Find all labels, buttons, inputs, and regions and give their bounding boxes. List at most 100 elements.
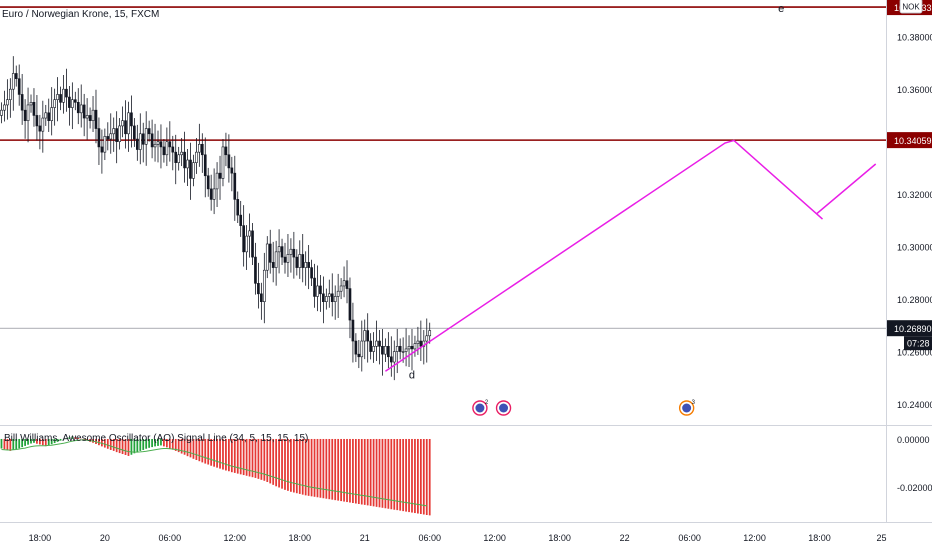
candle-body: [416, 340, 420, 344]
candle-body: [295, 256, 299, 268]
symbol-title: Euro / Norwegian Krone, 15, FXCM: [2, 9, 160, 20]
candle-body: [218, 172, 222, 179]
candle-body: [333, 296, 337, 302]
candle-body: [198, 143, 201, 153]
candle-body: [395, 345, 399, 352]
candle-body: [319, 285, 322, 295]
overlay: d e 2 3: [409, 3, 784, 416]
candle-body: [310, 267, 313, 279]
price-axis-panel[interactable]: [886, 0, 932, 550]
candle-body: [351, 319, 355, 342]
candle-body: [192, 162, 195, 179]
candle-body: [124, 120, 127, 135]
time-tick-label: 22: [620, 533, 630, 543]
candle-body: [348, 288, 352, 321]
candle-body: [44, 112, 48, 119]
candle-body: [206, 175, 210, 190]
candle-body: [292, 248, 296, 258]
candle-body: [428, 330, 432, 337]
price-tick-label: 10.30000: [897, 243, 932, 253]
candle-body: [212, 188, 216, 200]
candle-body: [280, 246, 284, 258]
candle-body: [251, 230, 254, 258]
candle-body: [85, 115, 89, 119]
candle-body: [53, 99, 56, 108]
time-tick-label: 12:00: [224, 533, 247, 543]
candle-body: [195, 151, 198, 163]
currency-badge[interactable]: [899, 0, 923, 14]
candle-body: [118, 125, 121, 142]
wave-label-d: d: [409, 369, 415, 381]
candle-body: [177, 154, 181, 163]
event-marker-flag: [499, 403, 509, 413]
candle-body: [174, 151, 178, 163]
candle-body: [186, 159, 189, 169]
oscillator-title: Bill Williams. Awesome Oscillator (AO) S…: [4, 433, 309, 444]
time-tick-label: 06:00: [418, 533, 441, 543]
event-marker-count: 3: [692, 400, 696, 406]
time-tick-label: 18:00: [548, 533, 571, 543]
mid-resistance-label: 10.34059: [894, 136, 932, 146]
oscillator-tick-label: -0.02000: [897, 483, 932, 493]
candle-body: [162, 146, 166, 156]
candle-body: [230, 167, 234, 174]
candle-body: [47, 112, 51, 121]
candle-body: [41, 117, 45, 132]
candle-body: [56, 94, 59, 100]
candle-body: [209, 188, 213, 200]
candle-body: [316, 285, 319, 297]
candle-body: [419, 340, 423, 347]
candle-body: [100, 146, 104, 153]
candle-body: [106, 136, 110, 140]
mid-resistance-label-bg: [887, 132, 932, 149]
time-tick-label: 12:00: [483, 533, 506, 543]
event-marker-count: 2: [485, 400, 489, 406]
currency-badge-label: NOK: [902, 3, 920, 12]
candle-body: [65, 88, 68, 98]
candle-body: [141, 133, 145, 145]
candle-body: [354, 340, 358, 355]
candle-body: [135, 138, 139, 150]
candle-body: [242, 225, 245, 253]
candle-body: [236, 199, 240, 216]
projection-path[interactable]: [384, 139, 877, 372]
candle-body: [23, 109, 27, 121]
candle-body: [17, 78, 21, 95]
candle-body: [180, 151, 183, 156]
price-pane[interactable]: [0, 6, 886, 381]
candle-body: [109, 133, 113, 140]
candle-body: [14, 73, 18, 80]
candle-body: [322, 293, 325, 302]
candle-body: [91, 109, 95, 121]
candle-body: [257, 283, 260, 295]
candle-body: [369, 340, 372, 352]
candle-body: [245, 235, 248, 253]
candle-body: [221, 146, 225, 179]
candle-body: [20, 94, 24, 111]
candle-body: [224, 146, 228, 156]
candle-body: [268, 243, 272, 263]
candle-body: [392, 351, 396, 363]
candle-body: [38, 125, 42, 132]
price-tick-label: 10.36000: [897, 85, 932, 95]
candle-body: [330, 293, 334, 302]
candle-body: [286, 254, 290, 263]
candle-body: [71, 99, 74, 108]
candle-body: [363, 330, 367, 342]
oscillator-pane[interactable]: [0, 436, 431, 516]
candle-body: [156, 141, 160, 145]
candle-body: [410, 345, 414, 350]
candle-body: [283, 256, 287, 263]
candle-body: [372, 345, 375, 352]
price-tick-label: 10.32000: [897, 190, 932, 200]
candle-body: [345, 280, 349, 289]
candle-body: [159, 141, 163, 148]
candle-body: [277, 246, 281, 253]
candle-body: [336, 290, 340, 297]
candle-body: [387, 345, 390, 358]
candle-body: [153, 143, 157, 148]
candle-body: [147, 128, 151, 135]
candle-body: [215, 172, 219, 190]
candle-body: [73, 99, 77, 103]
